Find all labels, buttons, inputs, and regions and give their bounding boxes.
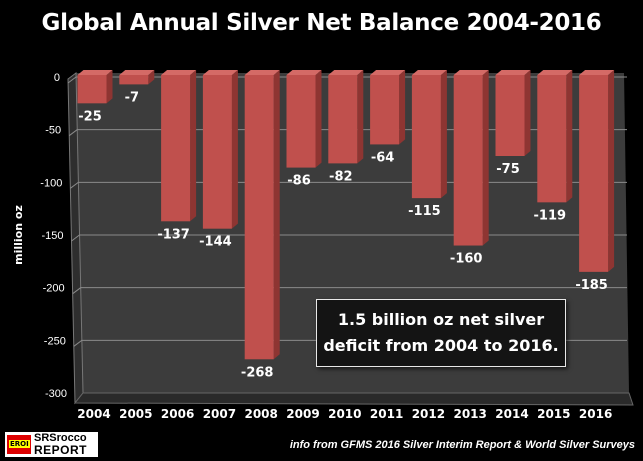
bar-top [202,70,238,75]
bar [119,75,149,85]
bar-top [328,70,364,75]
y-tick-label: -200 [43,283,65,295]
floor [73,392,634,406]
annotation-box: 1.5 billion oz net silver deficit from 2… [316,299,566,367]
y-tick-label: -250 [44,335,66,347]
x-tick-label: 2015 [537,407,570,421]
bar-top [244,70,280,75]
bar-side [190,70,197,222]
bar-side [399,70,406,145]
srsrocco-logo: EROI SRSrocco REPORT [5,432,98,457]
usa-flag-icon: EROI [7,435,31,454]
data-label: -115 [408,204,441,219]
data-label: -144 [199,235,232,250]
bar-side [357,70,364,164]
bar [495,75,525,156]
bar [286,75,316,168]
x-tick-label: 2005 [119,407,152,421]
gridline [71,234,627,242]
bar-side [106,70,113,104]
bar-side [608,70,615,272]
chart-title: Global Annual Silver Net Balance 2004-20… [41,10,602,36]
bar [161,75,191,222]
source-note: info from GFMS 2016 Silver Interim Repor… [289,439,635,451]
x-tick-label: 2011 [370,407,403,421]
bar-side [482,70,489,246]
y-axis-label: million oz [12,205,25,265]
x-tick-label: 2009 [286,407,319,421]
data-label: -137 [157,227,190,242]
bar-top [579,70,615,75]
data-label: -7 [125,90,139,105]
gridline [72,287,627,295]
bar [453,75,483,246]
data-label: -86 [287,174,311,189]
y-tick-label: -100 [40,177,62,189]
bar [77,75,107,104]
data-label: -82 [329,169,353,184]
data-label: -160 [450,252,483,267]
bar-side [315,70,322,168]
bar-side [273,70,280,360]
data-label: -268 [241,365,274,380]
data-label: -75 [496,162,520,177]
bar [202,75,232,229]
bar-top [119,70,155,75]
bar-top [495,70,531,75]
bar-top [161,70,197,75]
bar-top [537,70,573,75]
x-tick-label: 2013 [453,407,486,421]
bar [328,75,358,164]
bar [370,75,400,145]
x-tick-label: 2016 [579,407,612,421]
bar-top [286,70,322,75]
bar [579,75,609,272]
bar-top [370,70,406,75]
data-label: -185 [575,278,608,293]
bar [244,75,274,360]
x-tick-label: 2014 [495,407,528,421]
bar-side [440,70,447,199]
x-tick-label: 2007 [203,407,236,421]
bar-top [453,70,489,75]
annotation-line: 1.5 billion oz net silver [337,310,545,329]
bar-top [77,70,113,75]
data-label: -64 [371,150,395,165]
x-tick-label: 2008 [244,407,277,421]
bar-top [411,70,447,75]
y-tick-label: 0 [54,72,60,84]
x-tick-label: 2012 [412,407,445,421]
bar-side [524,70,531,156]
bar-side [148,70,155,85]
bar-side [231,70,238,229]
x-tick-label: 2004 [77,407,110,421]
annotation-line: deficit from 2004 to 2016. [323,336,559,355]
data-label: -119 [534,208,567,223]
y-tick-label: -50 [45,125,61,137]
y-tick-label: -300 [45,388,67,400]
bar [537,75,567,203]
x-tick-label: 2006 [161,407,194,421]
data-label: -25 [78,109,102,124]
bar [411,75,441,199]
x-tick-label: 2010 [328,407,361,421]
bar-side [566,70,573,203]
y-tick-label: -150 [41,230,63,242]
